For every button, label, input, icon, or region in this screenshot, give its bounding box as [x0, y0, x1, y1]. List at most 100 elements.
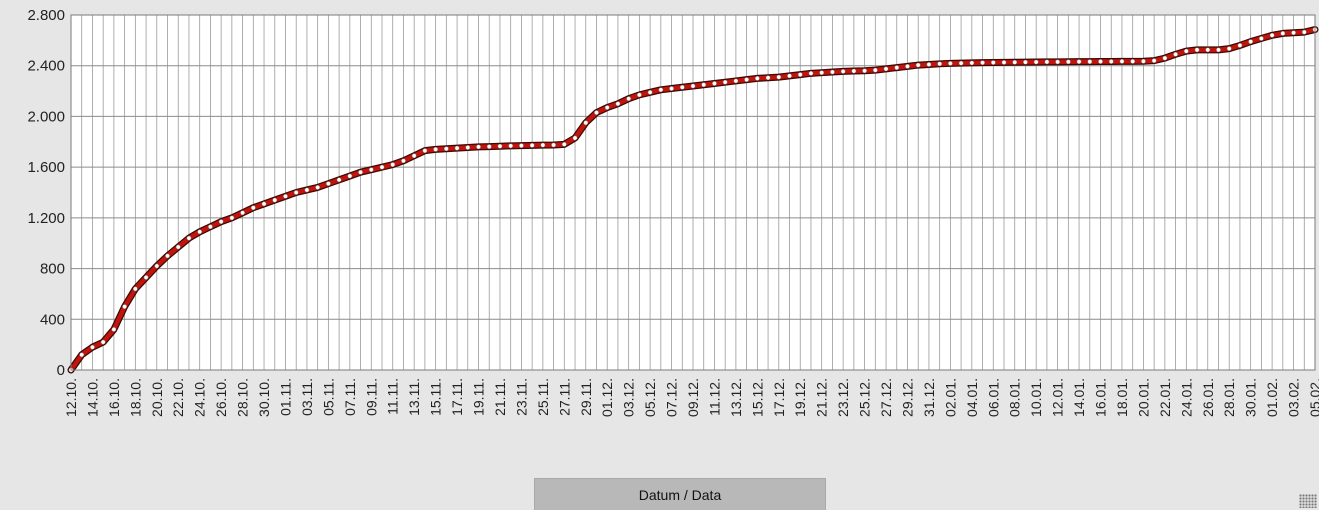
data-point — [272, 197, 278, 203]
x-tick-label: 20.10. — [149, 378, 165, 417]
y-tick-label: 2.400 — [27, 58, 65, 75]
data-point — [315, 185, 320, 190]
data-point — [990, 60, 996, 65]
data-point — [1076, 59, 1082, 64]
x-axis-tick-labels: 12.10. 14.10. 16.10. 18.10. 20.10. 22.10. 24.1… — [63, 378, 1319, 417]
x-tick-label: 24.01. — [1178, 378, 1194, 417]
x-tick-label: 14.10. — [84, 378, 100, 417]
data-point — [797, 72, 803, 77]
data-point — [208, 224, 213, 230]
data-point — [175, 244, 181, 250]
data-point — [1151, 58, 1157, 63]
data-point — [261, 201, 267, 207]
x-tick-label: 11.11. — [385, 378, 401, 415]
data-point — [1301, 29, 1307, 35]
data-point — [712, 81, 717, 86]
data-point — [422, 148, 428, 153]
data-point — [658, 87, 664, 93]
data-point — [562, 142, 567, 147]
x-tick-label: 01.12. — [599, 378, 615, 417]
data-point — [1012, 59, 1018, 65]
data-point — [937, 61, 942, 67]
data-point — [379, 164, 385, 170]
x-tick-label: 31.12. — [921, 378, 937, 417]
x-tick-label: 25.11. — [535, 378, 551, 416]
data-point — [551, 142, 556, 148]
data-point — [669, 86, 674, 91]
x-tick-label: 30.10. — [256, 378, 272, 417]
x-tick-label: 14.01. — [1071, 378, 1087, 417]
data-point — [1248, 39, 1253, 44]
data-point — [218, 219, 224, 224]
x-tick-label: 19.12. — [792, 378, 808, 417]
data-point — [486, 144, 492, 149]
x-tick-label: 26.10. — [213, 378, 229, 417]
data-point — [433, 147, 438, 152]
data-point — [154, 263, 160, 269]
y-tick-label: 400 — [40, 311, 65, 328]
x-tick-label: 03.02. — [1286, 378, 1302, 417]
x-axis-label-button[interactable]: Datum / Data — [534, 478, 826, 510]
data-point — [701, 82, 707, 88]
x-tick-label: 05.11. — [320, 378, 336, 416]
x-tick-label: 06.01. — [985, 378, 1001, 417]
x-tick-label: 27.11. — [556, 378, 572, 416]
x-tick-label: 26.01. — [1200, 378, 1216, 417]
data-point — [444, 146, 449, 152]
x-tick-label: 07.11. — [342, 378, 358, 416]
data-point — [476, 144, 481, 150]
resize-grip-icon[interactable] — [1299, 494, 1317, 508]
data-point — [873, 67, 878, 73]
x-tick-label: 16.10. — [106, 378, 122, 417]
x-tick-label: 13.12. — [728, 378, 744, 417]
x-tick-label: 23.12. — [835, 378, 851, 417]
x-tick-label: 20.01. — [1135, 378, 1151, 417]
data-point — [122, 304, 127, 309]
x-axis-label: Datum / Data — [638, 486, 722, 503]
data-point — [883, 66, 889, 72]
data-point — [540, 142, 546, 148]
data-point — [1173, 52, 1178, 57]
data-point — [615, 101, 621, 107]
series-cumulative — [67, 26, 1319, 374]
data-point — [819, 70, 824, 75]
data-point — [830, 69, 835, 75]
data-point — [1001, 60, 1007, 65]
data-point — [143, 275, 149, 280]
data-point — [1066, 59, 1071, 65]
data-point — [1162, 55, 1168, 61]
x-tick-label: 02.01. — [942, 378, 958, 417]
x-tick-label: 17.12. — [771, 378, 787, 417]
data-point — [776, 74, 782, 80]
x-tick-label: 04.01. — [964, 378, 980, 417]
data-point — [454, 145, 460, 151]
x-tick-label: 10.01. — [1028, 378, 1044, 417]
x-tick-label: 15.12. — [749, 378, 765, 417]
data-point — [1023, 59, 1028, 65]
data-point — [1216, 47, 1221, 53]
data-point — [905, 64, 910, 69]
x-tick-label: 22.10. — [170, 378, 186, 417]
data-point — [1237, 43, 1243, 48]
data-point — [958, 60, 964, 66]
data-point — [808, 71, 814, 76]
data-point — [1108, 59, 1114, 64]
data-point — [79, 352, 85, 358]
data-point — [390, 162, 396, 167]
data-point — [744, 77, 749, 82]
x-tick-label: 29.11. — [578, 378, 594, 416]
data-point — [690, 83, 696, 89]
x-tick-label: 01.11. — [277, 378, 293, 416]
y-tick-label: 1.200 — [27, 210, 65, 227]
y-tick-label: 2.000 — [27, 108, 65, 125]
x-tick-label: 27.12. — [878, 378, 894, 417]
x-tick-label: 28.10. — [235, 378, 251, 417]
data-point — [969, 60, 975, 66]
data-point — [304, 187, 310, 193]
data-point — [1033, 59, 1039, 65]
x-tick-label: 03.11. — [299, 378, 315, 416]
y-tick-label: 1.600 — [27, 159, 65, 176]
data-point — [100, 339, 106, 345]
data-point — [1044, 59, 1050, 65]
data-point — [1119, 59, 1125, 64]
